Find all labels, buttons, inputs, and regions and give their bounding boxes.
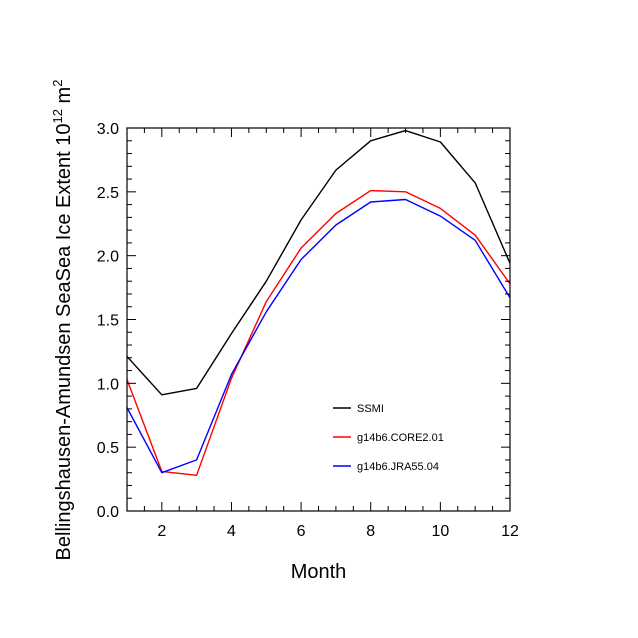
y-tick-label: 0.0 [97,504,119,521]
y-tick-label: 0.5 [97,440,119,457]
y-tick-label: 2.0 [97,249,119,266]
x-tick-label: 8 [366,523,375,540]
series-line-g14b6-jra55-04 [126,198,511,474]
x-tick-label: 10 [431,523,449,540]
x-tick-label: 4 [227,523,236,540]
legend: SSMI g14b6.CORE2.01 g14b6.JRA55.04 [333,403,444,473]
y-tick-label: 1.5 [97,313,119,330]
x-tick-label: 12 [501,523,519,540]
plot-area [126,129,511,476]
legend-label: g14b6.CORE2.01 [357,432,444,444]
x-axis-title: Month [291,561,347,583]
legend-label: SSMI [357,403,384,415]
axes: 2 4 6 8 10 12 0.0 0.5 1.0 1.5 2.0 2.5 3.0 [97,121,519,540]
legend-label: g14b6.JRA55.04 [357,461,439,473]
x-tick-label: 6 [297,523,306,540]
y-axis-title: Bellingshausen-Amundsen SeaSea Ice Exten… [50,80,75,561]
x-tick-label: 2 [157,523,166,540]
y-tick-label: 2.5 [97,185,119,202]
y-tick-label: 3.0 [97,121,119,138]
plot-frame [126,127,511,512]
y-tick-label: 1.0 [97,376,119,393]
series-line-ssmi [126,129,511,396]
series-line-g14b6-core2-01 [126,189,511,476]
